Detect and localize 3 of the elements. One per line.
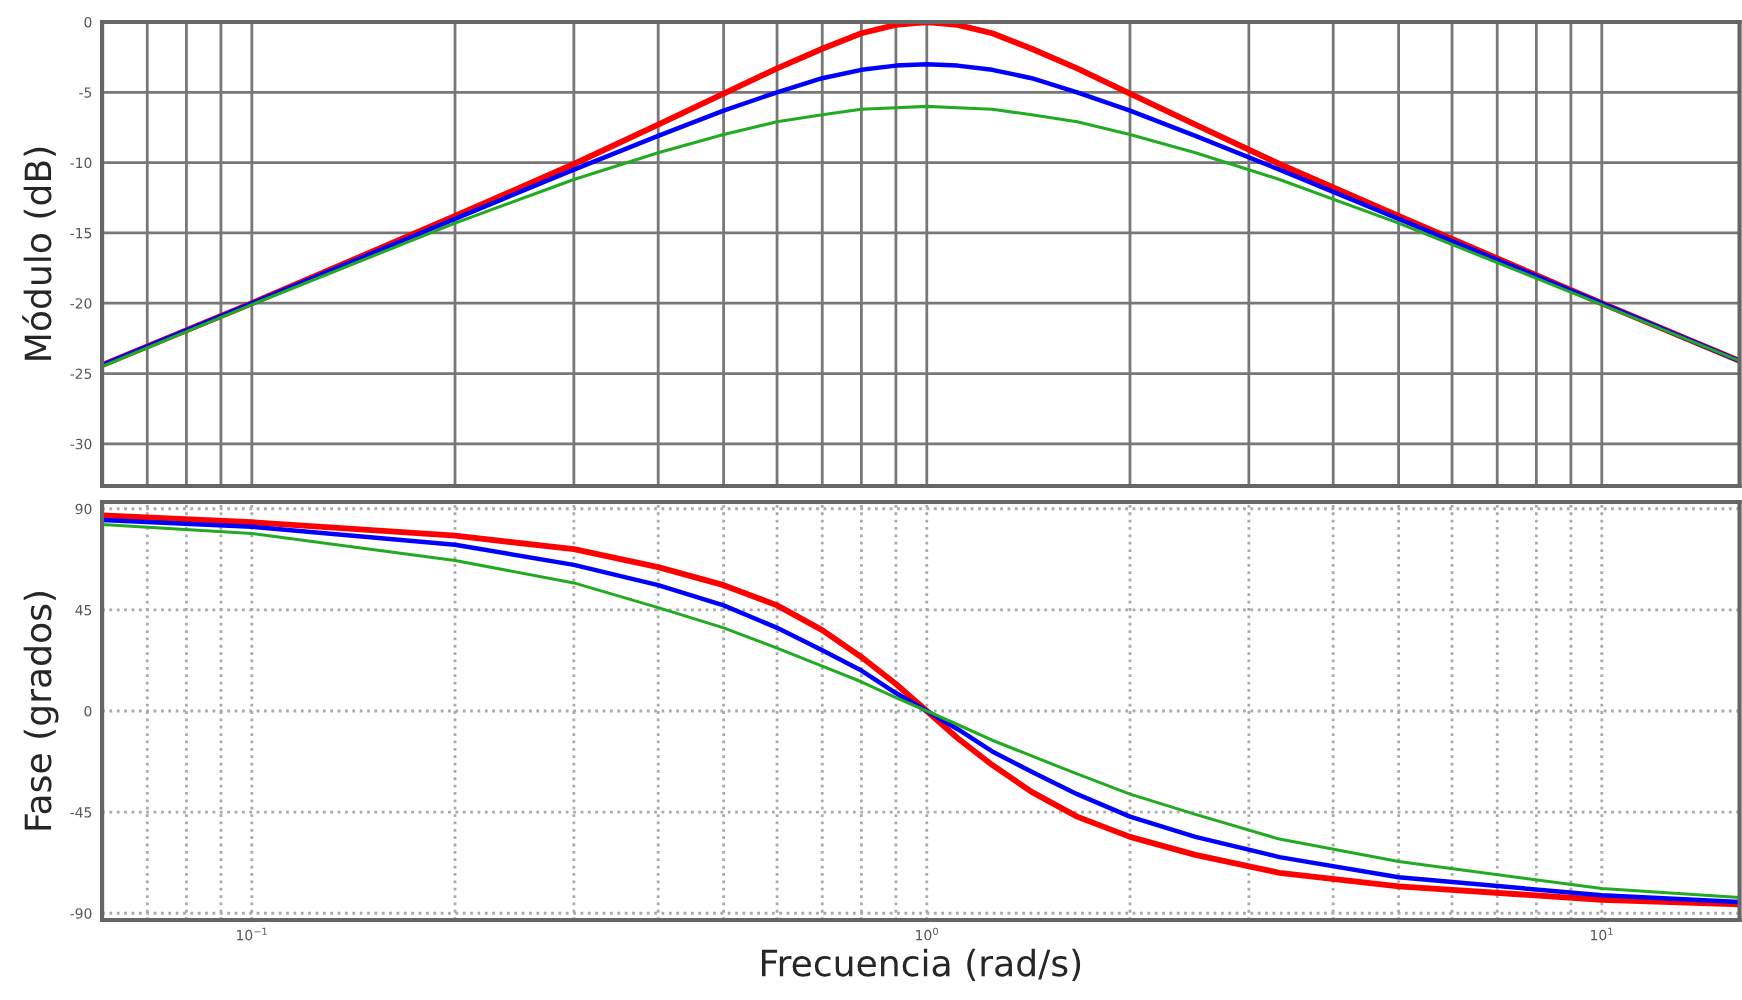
y-axis-title: Módulo (dB) xyxy=(22,147,56,360)
y-axis-title: Fase (grados) xyxy=(23,592,59,830)
x-axis-title: Frecuencia (rad/s) xyxy=(761,948,1081,981)
